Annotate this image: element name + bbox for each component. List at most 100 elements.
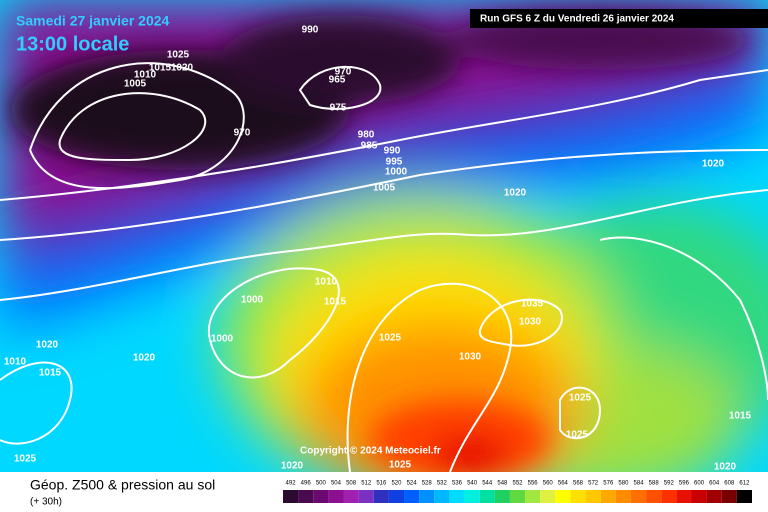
- isobar-label: 1015: [39, 368, 62, 379]
- legend-swatch: [373, 490, 389, 503]
- legend-swatch: [328, 490, 344, 503]
- legend-swatch: [646, 490, 662, 503]
- legend-swatch: [661, 490, 677, 503]
- isobar-label: 990: [302, 25, 319, 36]
- run-box: [470, 9, 768, 28]
- legend-swatch: [434, 490, 450, 503]
- legend-swatch: [600, 490, 616, 503]
- isobar-label: 1025: [566, 430, 589, 441]
- legend-label: 548: [497, 481, 508, 487]
- footer-title: Géop. Z500 & pression au sol: [30, 477, 215, 493]
- legend-swatch: [343, 490, 359, 503]
- field: [0, 0, 768, 472]
- isobar-label: 1000: [385, 167, 408, 178]
- legend-label: 556: [528, 481, 539, 487]
- date: Samedi 27 janvier 2024: [16, 13, 170, 29]
- isobar-label: 1005: [124, 79, 147, 90]
- legend-swatch: [525, 490, 541, 503]
- legend-label: 600: [694, 481, 705, 487]
- legend-label: 500: [316, 481, 327, 487]
- legend-swatch: [404, 490, 420, 503]
- isobar-label: 1020: [281, 461, 304, 472]
- copyright: Copyright © 2024 Meteociel.fr: [300, 446, 441, 457]
- legend-swatch: [358, 490, 374, 503]
- legend-label: 540: [467, 481, 478, 487]
- legend-label: 492: [286, 481, 297, 487]
- footer-subtitle: (+ 30h): [30, 497, 62, 508]
- isobar-label: 1010: [4, 357, 27, 368]
- legend-swatch: [691, 490, 707, 503]
- isobar-label: 1025: [389, 460, 412, 471]
- legend-label: 568: [573, 481, 584, 487]
- legend-label: 528: [422, 481, 433, 487]
- legend-label: 516: [376, 481, 387, 487]
- isobar-label: 1020: [504, 188, 527, 199]
- legend-swatch: [509, 490, 526, 503]
- legend-swatch: [298, 490, 314, 503]
- isobar-label: 995: [386, 157, 403, 168]
- legend-swatch: [585, 490, 601, 503]
- isobar-label: 1015: [149, 63, 172, 74]
- legend-label: 532: [437, 481, 448, 487]
- legend-label: 572: [588, 481, 599, 487]
- isobar-label: 1025: [14, 454, 37, 465]
- isobar-label: 970: [335, 67, 352, 78]
- isobar-label: 1000: [211, 334, 234, 345]
- legend-swatch: [615, 490, 631, 503]
- isobar-label: 1020: [702, 159, 725, 170]
- legend-label: 576: [603, 481, 614, 487]
- legend-label: 524: [407, 481, 418, 487]
- legend-swatch: [555, 490, 571, 503]
- isobar-label: 1010: [134, 70, 157, 81]
- legend-label: 520: [391, 481, 402, 487]
- isobar-label: 1030: [519, 317, 542, 328]
- isobar-label: 975: [330, 103, 347, 114]
- legend-label: 584: [634, 481, 645, 487]
- legend-label: 504: [331, 481, 342, 487]
- legend-label: 596: [679, 481, 690, 487]
- isobar-label: 1010: [315, 277, 338, 288]
- isobar-label: 1000: [241, 295, 264, 306]
- isobar-label: 990: [384, 146, 401, 157]
- legend-label: 592: [664, 481, 675, 487]
- isobar-label: 1030: [459, 352, 482, 363]
- legend-label: 544: [482, 481, 493, 487]
- legend-label: 608: [724, 481, 735, 487]
- legend-swatch: [721, 490, 737, 503]
- local-time: 13:00 locale: [16, 33, 129, 55]
- legend-label: 580: [618, 481, 629, 487]
- legend-swatch: [449, 490, 465, 503]
- legend-label: 564: [558, 481, 569, 487]
- isobar-label: 1015: [324, 297, 347, 308]
- isobar-label: 965: [329, 75, 346, 86]
- isobar-label: 1035: [521, 299, 544, 310]
- isobar-label: 985: [361, 141, 378, 152]
- isobar-label: 970: [234, 128, 251, 139]
- isobar-label: 1020: [133, 353, 156, 364]
- legend-swatch: [479, 490, 495, 503]
- legend-swatch: [283, 490, 299, 503]
- isobar-label: 1020: [714, 462, 737, 473]
- legend-label: 604: [709, 481, 720, 487]
- run-info: Run GFS 6 Z du Vendredi 26 janvier 2024: [480, 14, 674, 25]
- isobar-label: 1020: [36, 340, 59, 351]
- legend-swatch: [676, 490, 692, 503]
- legend-label: 508: [346, 481, 357, 487]
- legend-swatch: [540, 490, 556, 503]
- legend-label: 612: [739, 481, 750, 487]
- legend-label: 588: [649, 481, 660, 487]
- isobar-label: 1025: [379, 333, 402, 344]
- isobars: [0, 62, 768, 472]
- legend-label: 512: [361, 481, 372, 487]
- legend-swatch: [706, 490, 722, 503]
- isobar-label: 980: [358, 130, 375, 141]
- legend-label: 560: [543, 481, 554, 487]
- isobar-label: 1025: [569, 393, 592, 404]
- legend-swatch: [419, 490, 435, 503]
- isobar-label: 1020: [171, 63, 194, 74]
- color-legend: 492 496 500 504 508 512 516 520 524 528 532 536 540 5…: [283, 481, 752, 503]
- isobar-label: 1015: [729, 411, 752, 422]
